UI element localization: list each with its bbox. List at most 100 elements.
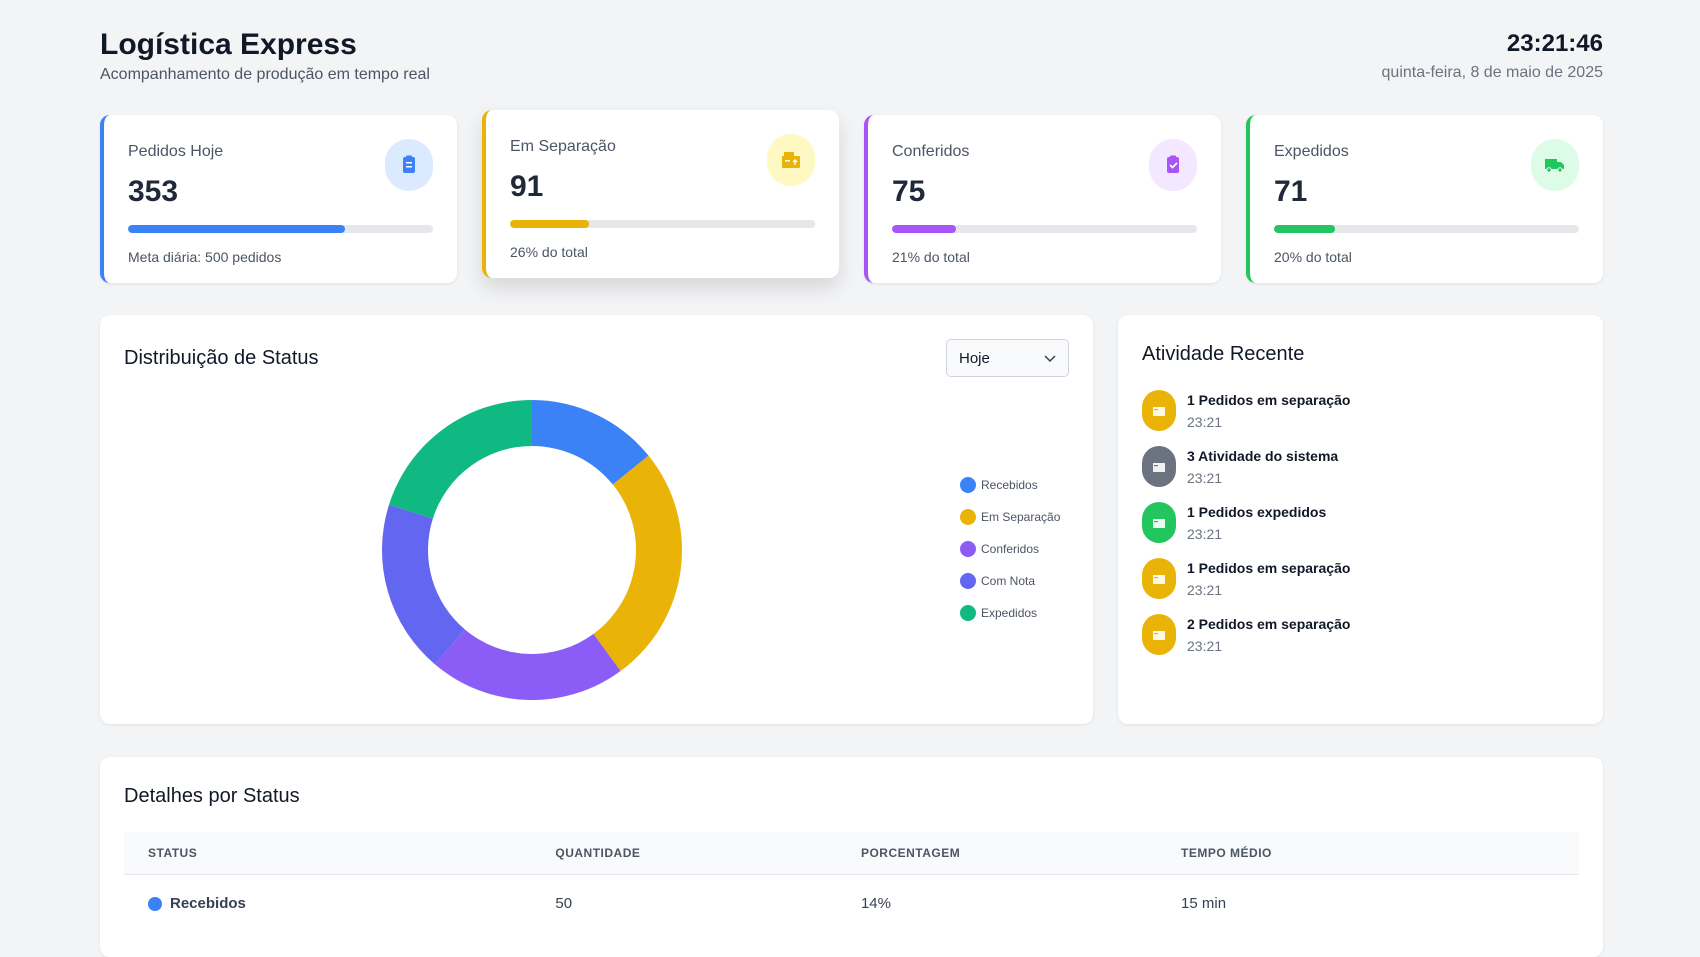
card-label: Em Separação [510,138,616,155]
header: Logística Express Acompanhamento de prod… [100,24,1603,84]
card-value: 71 [1274,175,1308,208]
icon [1153,574,1165,584]
activity-text: 2 Pedidos em separação [1187,615,1351,632]
column-header: QUANTIDADE [531,832,837,875]
table-cell: 14% [837,875,1157,933]
icon [1153,518,1165,528]
legend-swatch [960,573,976,589]
page-subtitle: Acompanhamento de produção em tempo real [100,66,430,83]
page-title: Logística Express [100,28,357,61]
select-value[interactable]: Hoje [959,350,990,367]
icon [1545,159,1564,173]
cell-text: 50 [555,895,573,912]
donut-segment [381,504,465,665]
legend-label: Expedidos [981,606,1037,620]
period-select[interactable]: Hoje [946,339,1069,377]
table-header: STATUS QUANTIDADE PORCENTAGEM TEMPO MÉDIO [124,832,1579,875]
legend-label: Com Nota [981,574,1035,588]
column-header: TEMPO MÉDIO [1157,832,1579,875]
activity-item: 3 Atividade do sistema 23:21 [1142,446,1338,487]
legend-label: Em Separação [981,510,1061,524]
activity-item: 2 Pedidos em separação 23:21 [1142,614,1350,655]
activity-time: 23:21 [1187,525,1223,542]
clock: 23:21:46 [1506,30,1603,57]
card-value: 353 [128,175,179,208]
legend-swatch [960,541,976,557]
progress-bar [128,225,345,233]
progress-bar [892,225,957,233]
activity-time: 23:21 [1187,469,1223,486]
legend-swatch [960,605,976,621]
activity-text: 1 Pedidos expedidos [1187,503,1327,520]
activity-text: 1 Pedidos em separação [1187,559,1351,576]
progress-bar [510,220,590,228]
progress-track [510,220,815,228]
donut-segment [532,400,649,485]
activity-body: 2 Pedidos em separação 23:21 [1187,616,1350,654]
activity-body: 3 Atividade do sistema 23:21 [1187,448,1338,486]
legend-label: Recebidos [981,478,1038,492]
activity-time: 23:21 [1187,637,1223,654]
donut-chart: Recebidos Em Separação Conferidos Com Nota E… [381,400,1061,700]
card-label: Conferidos [892,143,970,160]
activity-panel: Atividade Recente 1 Pedidos em separação… [1118,315,1603,724]
activity-item: 1 Pedidos em separação 23:21 [1142,390,1350,431]
status-dot [148,897,162,912]
icon [782,152,800,168]
card-note: 26% do total [510,244,588,260]
icon [1153,630,1165,640]
card-value: 75 [892,175,926,208]
icon [403,155,415,173]
activity-icon [1142,558,1176,599]
stat-card: Conferidos 75 21% do total [864,115,1221,283]
icon [1153,406,1165,416]
activity-time: 23:21 [1187,413,1223,430]
activity-title: Atividade Recente [1142,343,1305,365]
activity-body: 1 Pedidos em separação 23:21 [1187,560,1350,598]
activity-icon [1142,390,1176,431]
card-note: 20% do total [1274,249,1352,265]
cell-text: 14% [860,895,891,912]
activity-icon [1142,446,1176,487]
status-table: STATUS QUANTIDADE PORCENTAGEM TEMPO MÉDIO Re… [124,832,1579,932]
table-cell: 50 [531,875,837,933]
donut-segment [389,400,532,519]
card-label: Expedidos [1274,143,1349,160]
chart-title: Distribuição de Status [124,347,319,369]
progress-track [128,225,433,233]
chevron [1044,355,1056,363]
cell-text: 15 min [1181,895,1227,912]
card-icon [1149,139,1197,191]
card-label: Pedidos Hoje [128,143,224,160]
column-header: STATUS [124,832,532,875]
activity-text: 1 Pedidos em separação [1187,391,1351,408]
card-icon [767,134,815,186]
icon [1153,462,1165,472]
donut-segment [593,455,682,672]
card-note: Meta diária: 500 pedidos [128,249,282,265]
table-panel: Detalhes por Status STATUS QUANTIDADE PORC… [100,757,1603,957]
activity-time: 23:21 [1187,581,1223,598]
date: quinta-feira, 8 de maio de 2025 [1381,64,1603,81]
card-note: 21% do total [892,249,970,265]
dashboard: {"header":{"title":"Logística Express","… [100,24,1603,957]
table-row: Recebidos 50 14% 15 min [124,875,1579,933]
chart-panel: Distribuição de Status Hoje Recebidos Em … [100,315,1093,724]
stat-card: Expedidos 71 20% do total [1246,115,1603,283]
stat-card: Pedidos Hoje 353 Meta diária: 500 pedidos [100,115,457,283]
legend-swatch [960,509,976,525]
column-header: PORCENTAGEM [836,832,1158,875]
activity-body: 1 Pedidos expedidos 23:21 [1187,504,1326,542]
activity-item: 1 Pedidos em separação 23:21 [1142,558,1350,599]
legend-label: Conferidos [981,542,1039,556]
stat-cards: Pedidos Hoje 353 Meta diária: 500 pedidos E… [100,110,1603,283]
card-icon [385,139,433,191]
table-cell: 15 min [1157,875,1579,933]
legend-swatch [960,477,976,493]
icon [1167,155,1179,173]
activity-icon [1142,614,1176,655]
activity-text: 3 Atividade do sistema [1187,447,1339,464]
cell-text: Recebidos [170,895,246,912]
table-cell: Recebidos [124,875,531,933]
table-title: Detalhes por Status [124,785,300,807]
